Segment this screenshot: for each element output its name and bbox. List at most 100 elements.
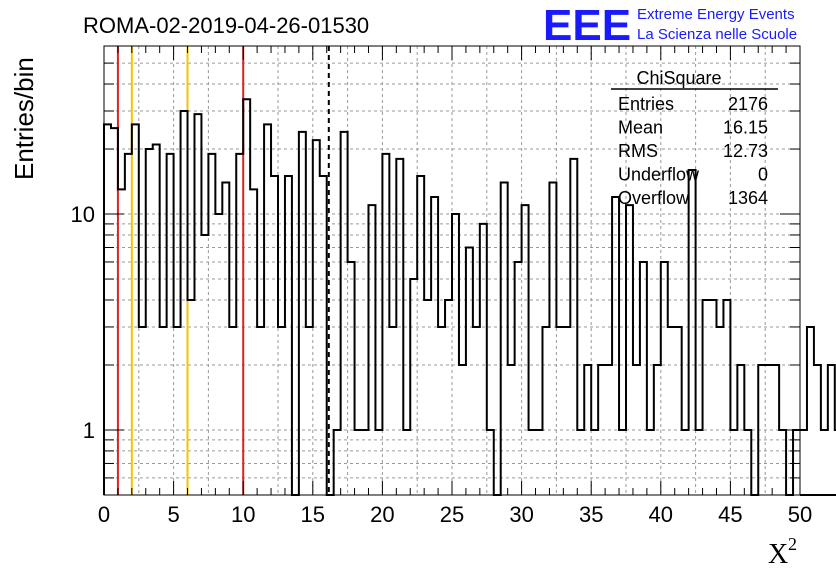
histogram [103, 98, 836, 496]
logo-mark: EEE [543, 1, 631, 50]
histogram-bin [132, 124, 139, 495]
histogram-bin [542, 327, 549, 495]
histogram-bin [577, 430, 584, 495]
x-axis-label: X 2 [768, 534, 797, 570]
stats-box: ChiSquare Entries 2176 Mean 16.15 RMS 12.73 Un… [611, 68, 778, 208]
histogram-bin [633, 365, 640, 495]
histogram-bin [807, 327, 814, 495]
histogram-bin [821, 430, 828, 495]
x-tick-label: 10 [231, 502, 255, 527]
histogram-bin [382, 154, 389, 495]
tick-labels: 0 5 10 15 20 25 30 35 40 45 50 1 10 [71, 202, 813, 527]
histogram-bin [167, 154, 174, 495]
axis-ticks [103, 46, 801, 495]
histogram-bin [480, 224, 487, 495]
histogram-bin [487, 430, 494, 495]
histogram-bin [201, 235, 208, 495]
histogram-bin [612, 197, 619, 495]
histogram-bin [703, 300, 710, 495]
histogram-bin [730, 430, 737, 495]
stats-row-label: Overflow [618, 188, 690, 208]
histogram-bin [431, 197, 438, 495]
histogram-bin [549, 182, 556, 495]
histogram-bin [744, 430, 751, 495]
histogram-bin [473, 327, 480, 495]
histogram-bin [668, 327, 675, 495]
histogram-bin [723, 300, 730, 495]
histogram-bin [410, 279, 417, 495]
histogram-step-line [103, 98, 836, 496]
x-tick-label: 40 [649, 502, 673, 527]
histogram-bin [334, 430, 341, 495]
histogram-bin [647, 430, 654, 495]
histogram-bin [682, 430, 689, 495]
histogram-bin [194, 114, 201, 495]
histogram-bin [222, 182, 229, 495]
histogram-bin [800, 430, 807, 495]
histogram-bin [459, 365, 466, 495]
histogram-bin [591, 430, 598, 495]
histogram-bin [139, 327, 146, 495]
histogram-bin [563, 327, 570, 495]
histogram-bin [174, 327, 181, 495]
histogram-bin [181, 111, 188, 495]
histogram-bin [118, 189, 125, 495]
histogram-bin [417, 176, 424, 495]
x-tick-label: 35 [579, 502, 603, 527]
histogram-bin [501, 182, 508, 495]
chart-title: ROMA-02-2019-04-26-01530 [83, 13, 369, 38]
histogram-bin [424, 300, 431, 495]
histogram-bin [661, 262, 668, 495]
histogram-bin [396, 159, 403, 495]
logo-line-1: Extreme Energy Events [637, 6, 795, 23]
x-tick-label: 5 [167, 502, 179, 527]
histogram-bin [264, 124, 271, 495]
eee-logo: EEE Extreme Energy Events La Scienza nel… [543, 1, 797, 50]
histogram-bin [758, 365, 765, 495]
histogram-bin [828, 365, 835, 495]
logo-line-2: La Scienza nelle Scuole [637, 26, 797, 43]
histogram-bin [536, 430, 543, 495]
histogram-bin [605, 365, 612, 495]
histogram-bin [243, 99, 250, 495]
stats-row-label: Entries [618, 94, 674, 114]
histogram-bin [306, 327, 313, 495]
histogram-bin [508, 365, 515, 495]
histogram-bin [584, 365, 591, 495]
histogram-bin [403, 430, 410, 495]
histogram-bin [229, 327, 236, 495]
stats-row-value: 2176 [728, 94, 768, 114]
histogram-bin [779, 430, 786, 495]
x-tick-label: 50 [788, 502, 812, 527]
x-axis-label-sup: 2 [788, 534, 797, 554]
histogram-bin [737, 365, 744, 495]
histogram-bin [765, 365, 772, 495]
x-tick-label: 20 [370, 502, 394, 527]
histogram-bin [598, 365, 605, 495]
histogram-bin [522, 205, 529, 495]
x-tick-label: 25 [440, 502, 464, 527]
histogram-bin [208, 154, 215, 495]
histogram-bin [438, 327, 445, 495]
histogram-bin [188, 300, 195, 495]
histogram-bin [529, 430, 536, 495]
histogram-bin [716, 327, 723, 495]
histogram-bin [271, 176, 278, 495]
stats-title: ChiSquare [636, 68, 721, 88]
histogram-bin [515, 262, 522, 495]
histogram-bin [626, 205, 633, 495]
histogram-bin [619, 430, 626, 495]
histogram-bin [153, 144, 160, 495]
histogram-bin [313, 140, 320, 495]
x-tick-label: 30 [509, 502, 533, 527]
histogram-bin [341, 132, 348, 495]
histogram-bin [236, 154, 243, 495]
histogram-bin [814, 365, 821, 495]
histogram-bin [466, 247, 473, 495]
histogram-bin [689, 170, 696, 495]
histogram-bin [257, 327, 264, 495]
histogram-bin [278, 327, 285, 495]
histogram-bin [375, 430, 382, 495]
histogram-bin [452, 214, 459, 495]
